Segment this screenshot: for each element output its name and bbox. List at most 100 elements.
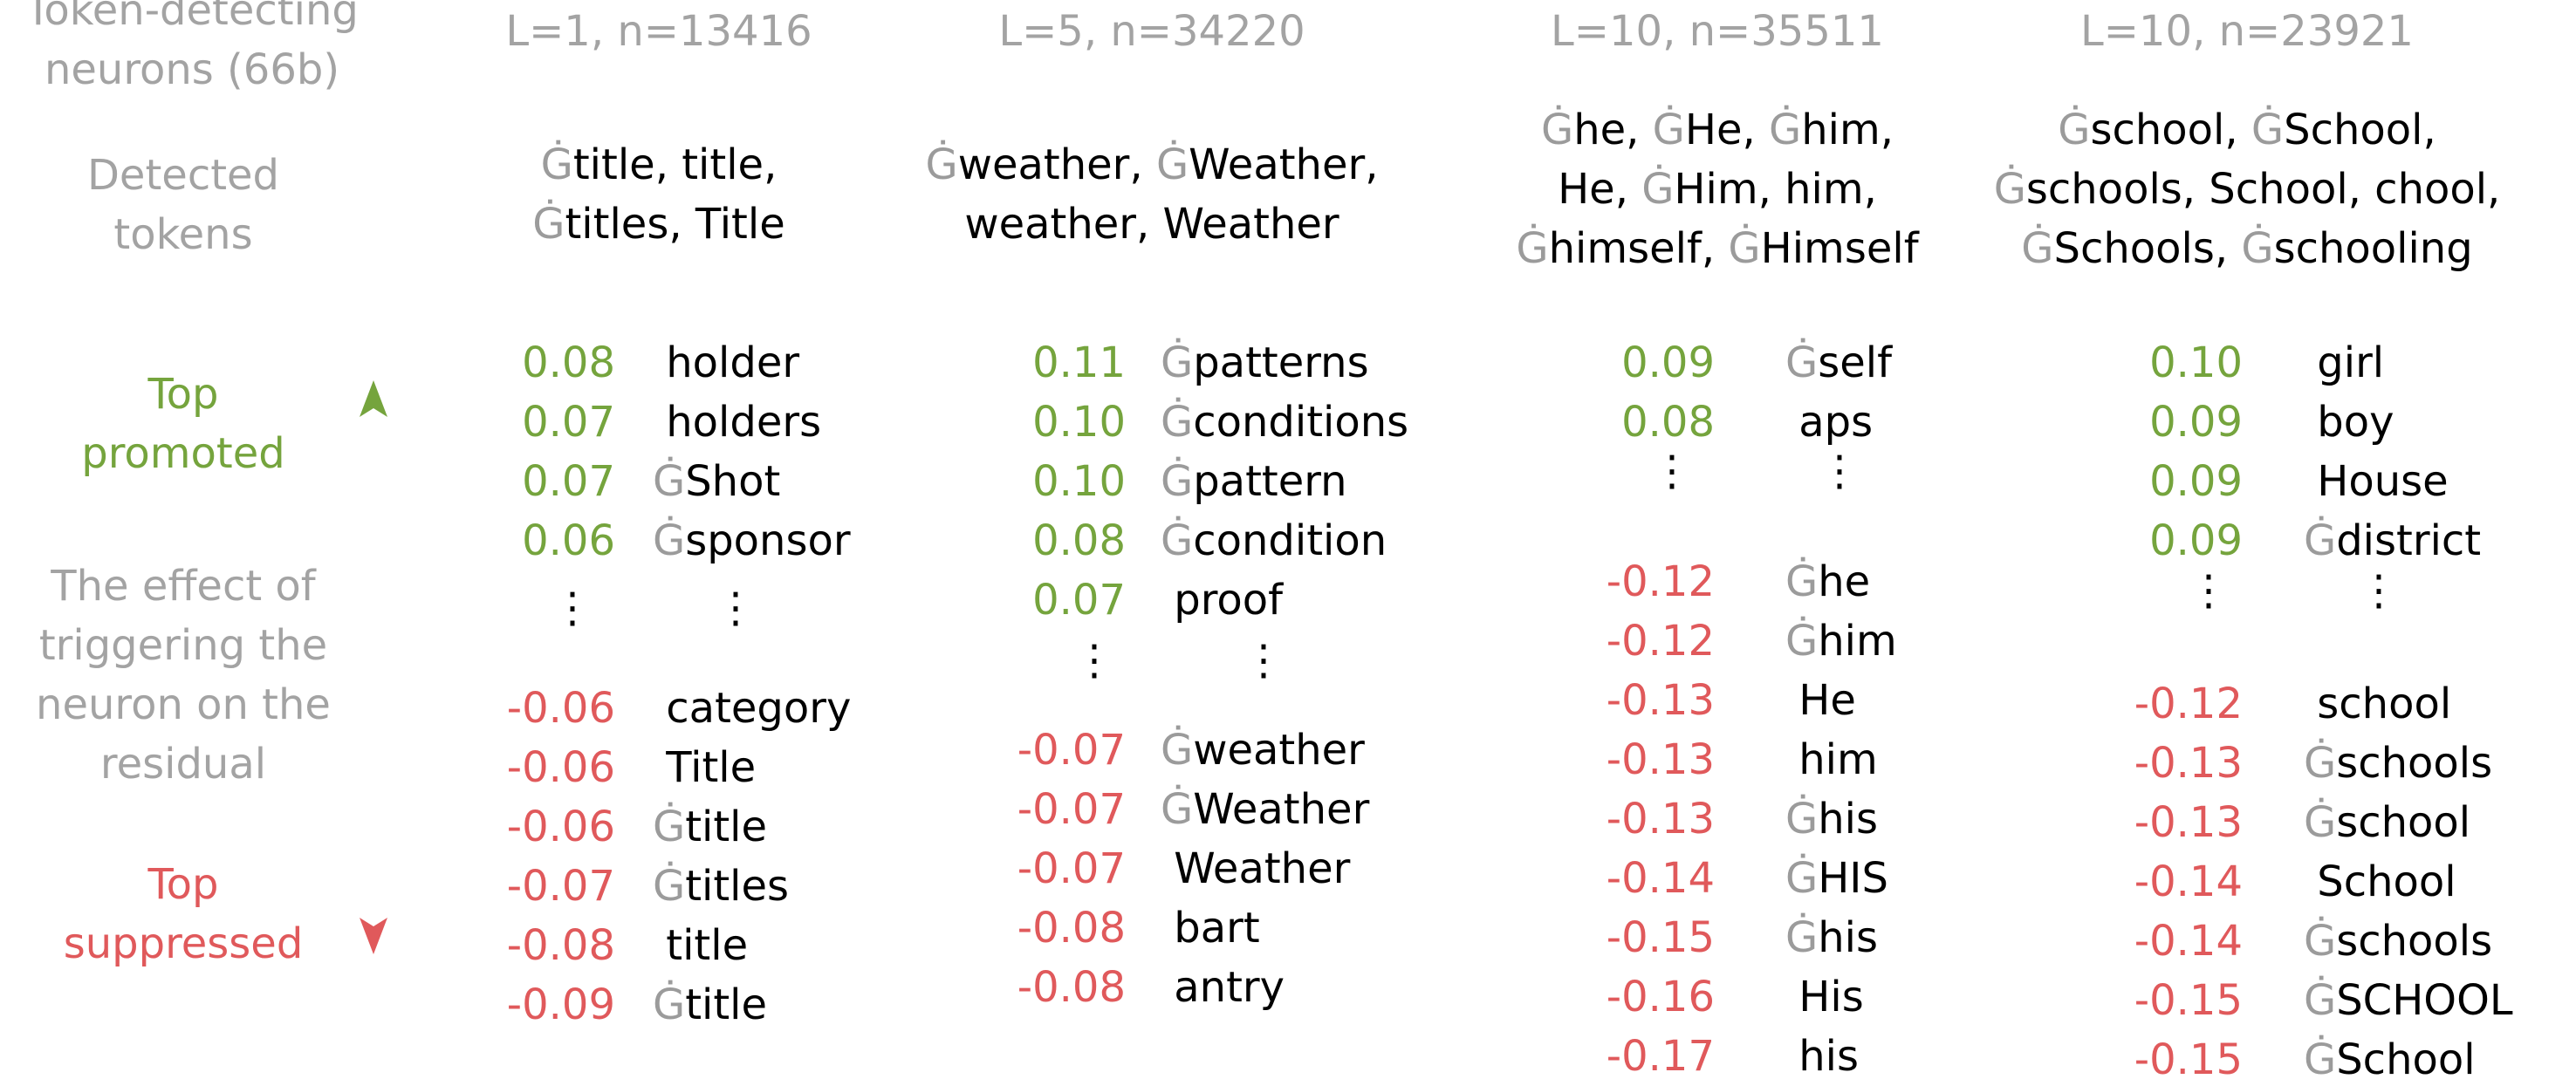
suppressed-value: -0.15 — [2134, 976, 2243, 1025]
space-marker: Ġ — [2304, 1035, 2337, 1084]
suppressed-value: -0.12 — [1606, 557, 1715, 606]
space-marker: Ġ — [1652, 106, 1685, 154]
suppressed-token: school — [2304, 680, 2452, 728]
promoted-value: 0.10 — [2149, 338, 2243, 387]
suppressed-token: ĠWeather — [1161, 785, 1370, 834]
suppressed-token: ĠHIS — [1785, 854, 1888, 903]
side-title: Token-detecting neurons (66b) — [0, 0, 384, 99]
promoted-value: 0.09 — [2149, 398, 2243, 447]
promoted-token: aps — [1785, 398, 1874, 447]
detected-tokens-line: weather, Weather — [964, 200, 1339, 249]
suppressed-token: Ġtitle — [653, 803, 768, 851]
suppressed-value: -0.13 — [1606, 795, 1715, 844]
side-title-line-1: Token-detecting — [25, 0, 359, 35]
column-header: L=10, n=23921 — [2080, 7, 2414, 56]
space-marker: Ġ — [1785, 617, 1819, 666]
suppressed-value: -0.13 — [1606, 735, 1715, 784]
detected-tokens-line: ĠSchools, Ġschooling — [2021, 224, 2473, 273]
promoted-value: 0.10 — [1032, 457, 1126, 506]
promoted-token: ĠShot — [653, 457, 781, 506]
column-header: L=5, n=34220 — [998, 7, 1305, 56]
side-effect-line-1: The effect of — [51, 562, 316, 611]
side-effect-label: The effect of triggering the neuron on t… — [0, 557, 367, 794]
side-promoted-line-2: promoted — [81, 429, 285, 478]
suppressed-token: Ġschool — [2304, 798, 2471, 847]
space-marker: Ġ — [2021, 224, 2054, 273]
suppressed-value: -0.08 — [1017, 904, 1126, 953]
suppressed-token: He — [1785, 676, 1856, 725]
space-marker: Ġ — [925, 140, 958, 189]
suppressed-token: His — [1785, 973, 1864, 1021]
space-marker: Ġ — [1993, 165, 2026, 214]
token-ellipsis: ⋮ — [1819, 447, 1860, 495]
detected-tokens-line: Ġtitle, title, — [540, 140, 778, 189]
value-ellipsis: ⋮ — [1651, 447, 1693, 495]
promoted-token: girl — [2304, 338, 2385, 387]
suppressed-value: -0.13 — [2134, 739, 2243, 788]
detected-tokens-line: Ġhe, ĠHe, Ġhim, — [1541, 106, 1894, 154]
suppressed-value: -0.07 — [1017, 844, 1126, 893]
space-marker: Ġ — [1161, 338, 1194, 387]
space-marker: Ġ — [1161, 726, 1194, 775]
suppressed-token: him — [1785, 735, 1878, 784]
detected-tokens-line: Ġhimself, ĠHimself — [1516, 224, 1919, 273]
space-marker: Ġ — [1155, 140, 1189, 189]
space-marker: Ġ — [532, 200, 565, 249]
space-marker: Ġ — [1785, 557, 1819, 606]
promoted-value: 0.07 — [1032, 576, 1126, 625]
suppressed-token: Ġhim — [1785, 617, 1897, 666]
detected-tokens-line: He, ĠHim, him, — [1558, 165, 1877, 214]
suppressed-value: -0.16 — [1606, 973, 1715, 1021]
suppressed-value: -0.09 — [506, 980, 615, 1029]
detected-tokens-line: Ġweather, ĠWeather, — [925, 140, 1379, 189]
suppressed-value: -0.15 — [1606, 913, 1715, 962]
space-marker: Ġ — [653, 980, 686, 1029]
suppressed-value: -0.15 — [2134, 1035, 2243, 1084]
suppressed-value: -0.07 — [1017, 726, 1126, 775]
side-title-line-2: neurons (66b) — [44, 45, 340, 94]
detected-tokens-line: Ġschools, School, chool, — [1993, 165, 2501, 214]
arrow-down-head — [360, 918, 387, 954]
side-suppressed-line-2: suppressed — [63, 919, 304, 968]
space-marker: Ġ — [2304, 516, 2337, 565]
space-marker: Ġ — [1785, 854, 1819, 903]
suppressed-token: Ġtitle — [653, 980, 768, 1029]
promoted-token: holder — [653, 338, 800, 387]
suppressed-token: Weather — [1161, 844, 1351, 893]
space-marker: Ġ — [1161, 785, 1194, 834]
promoted-token: Ġself — [1785, 338, 1892, 387]
space-marker: Ġ — [1769, 106, 1802, 154]
promoted-token: Ġpatterns — [1161, 338, 1369, 387]
suppressed-value: -0.12 — [1606, 617, 1715, 666]
detected-tokens: Ġhe, ĠHe, Ġhim, He, ĠHim, him, Ġhimself, Ġ… — [1516, 100, 1918, 278]
suppressed-value: -0.08 — [1017, 963, 1126, 1012]
suppressed-value: -0.14 — [2134, 857, 2243, 906]
suppressed-token: Ġhe — [1785, 557, 1871, 606]
detected-tokens: Ġweather, ĠWeather, weather, Weather — [926, 135, 1379, 254]
token-ellipsis: ⋮ — [1243, 636, 1285, 685]
promoted-value: 0.09 — [2149, 457, 2243, 506]
side-detected-line-2: tokens — [113, 210, 253, 259]
suppressed-value: -0.06 — [506, 803, 615, 851]
suppressed-value: -0.12 — [2134, 680, 2243, 728]
space-marker: Ġ — [2304, 917, 2337, 966]
space-marker: Ġ — [1541, 106, 1574, 154]
space-marker: Ġ — [1161, 457, 1194, 506]
side-effect-line-4: residual — [99, 740, 267, 789]
side-suppressed-label: Top suppressed — [0, 855, 367, 973]
promoted-token: Ġdistrict — [2304, 516, 2482, 565]
promoted-token: Ġpattern — [1161, 457, 1347, 506]
suppressed-token: Ġschools — [2304, 739, 2493, 788]
space-marker: Ġ — [2251, 106, 2285, 154]
suppressed-value: -0.14 — [2134, 917, 2243, 966]
space-marker: Ġ — [653, 457, 686, 506]
space-marker: Ġ — [653, 516, 686, 565]
suppressed-token: School — [2304, 857, 2456, 906]
detected-tokens-line: Ġtitles, Title — [532, 200, 785, 249]
suppressed-value: -0.13 — [2134, 798, 2243, 847]
promoted-token: boy — [2304, 398, 2394, 447]
suppressed-token: Ġschools — [2304, 917, 2493, 966]
promoted-value: 0.09 — [2149, 516, 2243, 565]
space-marker: Ġ — [1785, 795, 1819, 844]
token-ellipsis: ⋮ — [2358, 566, 2400, 615]
